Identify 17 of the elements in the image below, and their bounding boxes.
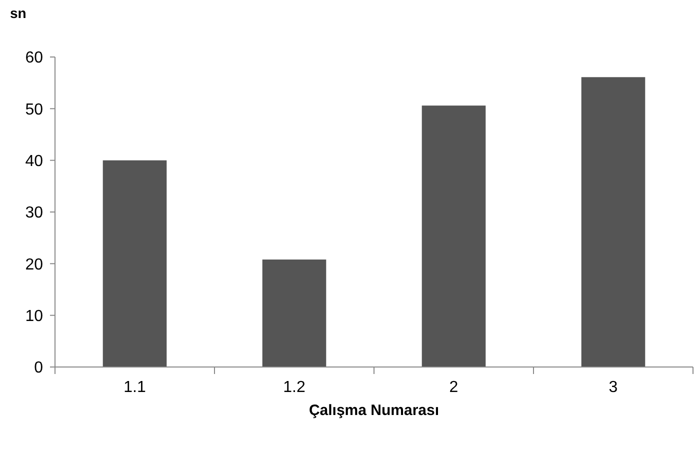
x-tick-label: 1.2 — [283, 379, 306, 396]
y-tick-label: 10 — [25, 308, 44, 325]
bar — [262, 260, 326, 367]
y-tick-label: 0 — [34, 360, 44, 377]
y-tick-label: 30 — [25, 204, 44, 222]
x-axis-title: Çalışma Numarası — [308, 402, 440, 419]
y-tick-label: 20 — [25, 256, 44, 274]
bar — [581, 77, 646, 367]
x-tick-label: 1.1 — [124, 379, 146, 396]
x-tick-label: 2 — [449, 379, 458, 396]
bar — [102, 160, 167, 367]
y-tick-label: 40 — [25, 152, 44, 170]
bar — [422, 106, 486, 367]
x-tick-label: 3 — [608, 379, 618, 396]
y-tick-label: 60 — [25, 50, 44, 67]
y-tick-label: 50 — [25, 101, 44, 118]
y-axis-title: sn — [10, 5, 26, 21]
